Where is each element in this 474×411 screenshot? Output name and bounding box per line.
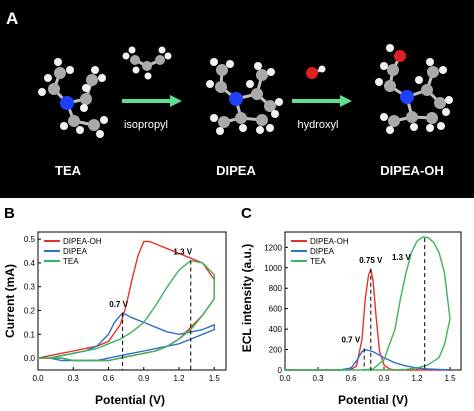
c-x-tick-label: 1.2	[411, 374, 423, 383]
c-y-tick-label: 200	[269, 346, 283, 355]
carbon-atom	[68, 115, 80, 127]
nitrogen-atom	[400, 90, 414, 104]
carbon-atom	[86, 74, 98, 86]
panel-a-label: A	[6, 9, 18, 28]
c-x-tick-label: 0.3	[312, 374, 324, 383]
c-peak-annotation: 1.3 V	[392, 253, 411, 262]
c-series-line-tea	[285, 236, 451, 371]
c-y-tick-label: 0	[278, 366, 283, 375]
panel-b-label: B	[4, 205, 15, 222]
carbon-atom	[88, 119, 100, 131]
c-x-tick-label: 0.6	[345, 374, 357, 383]
arrow-1-label: isopropyl	[124, 119, 168, 131]
c-y-tick-label: 400	[269, 325, 283, 334]
c-y-tick-label: 1200	[264, 243, 282, 252]
b-series-line-tea	[38, 259, 216, 362]
b-peak-annotation: 1.3 V	[173, 248, 192, 257]
c-y-tick-label: 600	[269, 305, 283, 314]
c-x-tick-label: 0.9	[378, 374, 390, 383]
nitrogen-atom	[60, 96, 74, 110]
b-x-tick-label: 0.0	[32, 374, 44, 383]
c-y-tick-label: 1000	[264, 264, 282, 273]
b-series-line-dipea	[38, 312, 216, 362]
b-y-axis-title: Current (mA)	[3, 264, 17, 338]
c-x-tick-label: 1.5	[444, 374, 456, 383]
c-legend-label: TEA	[310, 257, 326, 266]
molecule-label-dipea: DIPEA	[216, 163, 256, 178]
carbon-atom	[54, 67, 66, 79]
c-y-axis-title: ECL intensity (a.u.)	[240, 244, 254, 352]
c-x-axis-title: Potential (V)	[338, 393, 408, 407]
molecule-label-tea: TEA	[55, 163, 82, 178]
c-legend-label: DIPEA-OH	[310, 237, 349, 246]
b-y-tick-label: 0.4	[24, 259, 36, 268]
dipea-molecule-model	[206, 58, 283, 135]
cv-chart-svg: B Potential (V) Current (mA) 0.0 0.3 0.6 0.…	[3, 205, 227, 407]
hydroxyl-fragment-model	[306, 65, 326, 79]
b-y-tick-label: 0.3	[24, 283, 36, 292]
dipea-oh-molecule-model	[375, 44, 453, 134]
oxygen-atom	[394, 50, 406, 62]
reaction-arrow-1	[122, 95, 182, 107]
b-x-tick-label: 0.9	[138, 374, 150, 383]
b-y-tick-label: 0.5	[24, 235, 36, 244]
b-y-tick-label: 0.2	[24, 307, 36, 316]
b-legend-label: DIPEA-OH	[63, 237, 102, 246]
c-x-tick-label: 0.0	[279, 374, 291, 383]
b-legend-label: TEA	[63, 257, 79, 266]
carbon-atom	[80, 93, 92, 105]
b-x-tick-label: 0.3	[68, 374, 80, 383]
molecule-label-dipea-oh: DIPEA-OH	[380, 163, 444, 178]
b-plot-frame	[37, 231, 227, 371]
b-x-tick-label: 1.2	[173, 374, 185, 383]
b-x-tick-label: 1.5	[209, 374, 221, 383]
panel-a-scheme: A	[0, 0, 474, 198]
reaction-arrow-2	[292, 95, 352, 107]
ecl-chart-svg: C Potential (V) ECL intensity (a.u.) 0.0…	[240, 205, 462, 407]
carbon-atom	[48, 83, 60, 95]
b-peak-annotation: 0.7 V	[109, 300, 128, 309]
b-y-tick-label: 0.0	[24, 354, 36, 363]
c-series-line-dipea-oh	[285, 267, 450, 371]
panel-c-chart: C Potential (V) ECL intensity (a.u.) 0.0…	[237, 198, 474, 411]
tea-molecule-model	[38, 58, 108, 138]
b-legend-label: DIPEA	[63, 247, 88, 256]
c-y-tick-label: 800	[269, 284, 283, 293]
b-y-tick-label: 0.1	[24, 330, 36, 339]
isopropyl-fragment-model	[122, 46, 172, 80]
panel-c-label: C	[241, 205, 252, 222]
c-peak-annotation: 0.75 V	[359, 256, 383, 265]
nitrogen-atom	[229, 92, 243, 106]
b-x-axis-title: Potential (V)	[95, 393, 165, 407]
arrow-2-label: hydroxyl	[298, 119, 339, 131]
b-x-tick-label: 0.6	[103, 374, 115, 383]
panel-b-chart: B Potential (V) Current (mA) 0.0 0.3 0.6 0.…	[0, 198, 237, 411]
c-peak-annotation: 0.7 V	[342, 336, 361, 345]
c-legend-label: DIPEA	[310, 247, 335, 256]
c-series-line-dipea	[285, 348, 451, 371]
scheme-canvas: A	[6, 9, 453, 178]
